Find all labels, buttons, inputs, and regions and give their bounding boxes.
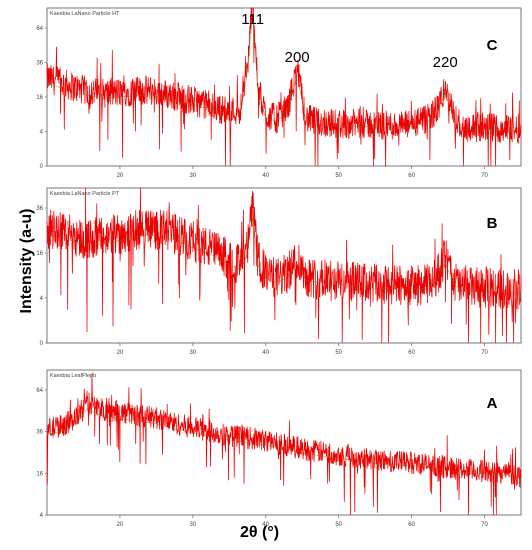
y-tick-label: 16 [36,471,43,477]
peak-label: 200 [285,49,310,66]
x-tick-label: 40 [262,350,269,356]
x-tick-label: 60 [408,522,415,528]
x-tick-label: 70 [481,350,488,356]
x-tick-label: 50 [335,350,342,356]
x-tick-label: 70 [481,173,488,179]
plot-frame [46,187,522,344]
y-tick-label: 36 [36,206,43,212]
y-tick-label: 16 [36,95,43,101]
fit-line [46,218,522,294]
panel-label: A [487,395,498,412]
y-axis-label: Intensity (a-u) [18,208,35,314]
panel-header: Kaesbia LaNano Particle HT [50,11,120,17]
panel-a: Kaesbia LeafPlepb 64 36 16 4 20 30 40 50 60 70 A [36,369,522,528]
y-tick-label: 4 [40,130,44,136]
y-tick-label: 4 [40,296,44,302]
series-line [46,372,522,516]
x-axis-label: 2θ (°) [240,524,280,541]
y-tick-label: 64 [36,26,43,32]
plot-frame [46,7,522,167]
panel-header: Kaesbia LaNano Particle PT [50,191,120,197]
x-tick-label: 70 [481,522,488,528]
x-tick-label: 50 [335,522,342,528]
y-tick-label: 4 [40,513,44,519]
y-tick-label: 16 [36,251,43,257]
x-tick-label: 20 [117,522,124,528]
x-tick-label: 20 [117,173,124,179]
x-tick-label: 60 [408,350,415,356]
x-tick-label: 30 [190,350,197,356]
fit-line [46,408,522,479]
x-tick-label: 20 [117,350,124,356]
series-line [46,187,522,344]
x-tick-label: 40 [262,173,269,179]
x-tick-label: 50 [335,173,342,179]
series-line [46,7,522,167]
x-tick-label: 40 [262,522,269,528]
peak-label: 220 [433,54,458,71]
panel-label: C [487,37,498,54]
peak-label: 111 [241,11,264,28]
y-tick-label: 0 [40,341,44,347]
x-tick-label: 30 [190,173,197,179]
y-tick-label: 36 [36,61,43,67]
y-tick-label: 64 [36,388,43,394]
fit-line [46,15,522,132]
panel-header: Kaesbia LeafPlepb [50,373,96,379]
x-tick-label: 30 [190,522,197,528]
y-tick-label: 0 [40,164,44,170]
x-tick-label: 60 [408,173,415,179]
y-tick-label: 36 [36,430,43,436]
panel-label: B [487,215,498,232]
